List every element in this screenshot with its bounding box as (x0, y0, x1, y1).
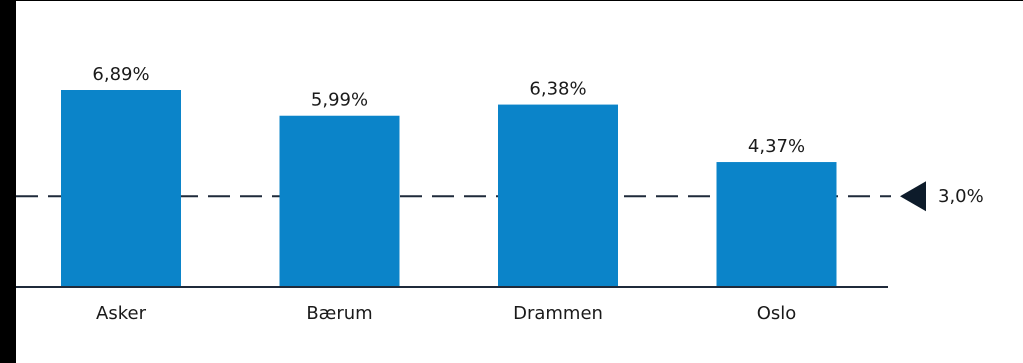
category-label: Bærum (306, 303, 372, 324)
category-label: Asker (96, 303, 147, 324)
reference-label: 3,0% (938, 186, 984, 207)
bar-bærum (279, 115, 400, 288)
value-label: 6,89% (92, 64, 149, 85)
bar-chart: 6,89% 5,99% 6,38% 4,37% Asker Bærum Drammen Os… (16, 64, 984, 324)
category-label: Oslo (757, 303, 797, 324)
category-labels: Asker Bærum Drammen Oslo (96, 303, 796, 324)
chart-panel: 6,89% 5,99% 6,38% 4,37% Asker Bærum Drammen Os… (16, 0, 1023, 363)
value-label: 4,37% (748, 136, 805, 157)
bar-drammen (498, 104, 618, 287)
value-label: 5,99% (311, 90, 368, 111)
bar-asker (61, 90, 181, 287)
reference-marker-icon (900, 181, 926, 212)
value-label: 6,38% (529, 79, 586, 100)
bar-oslo (716, 162, 837, 287)
bars-group: 6,89% 5,99% 6,38% 4,37% (61, 64, 837, 288)
category-label: Drammen (513, 303, 603, 324)
